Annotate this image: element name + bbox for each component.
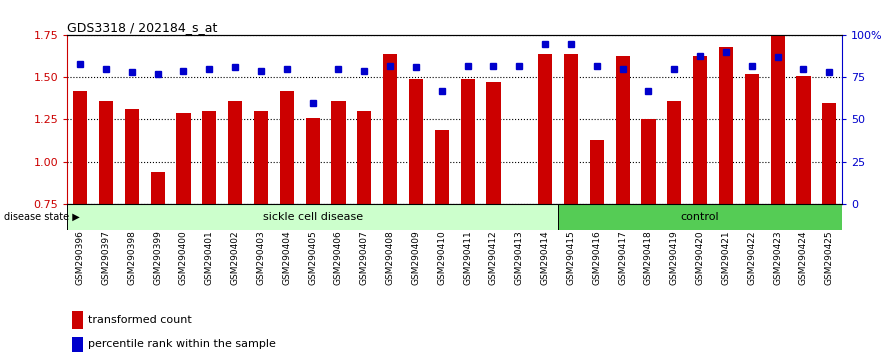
Bar [202, 111, 217, 204]
Text: GSM290422: GSM290422 [747, 230, 756, 285]
Bar [487, 82, 501, 204]
Text: GSM290419: GSM290419 [670, 230, 679, 285]
Bar [151, 172, 165, 204]
Bar [616, 56, 630, 204]
Text: GSM290423: GSM290423 [773, 230, 782, 285]
Bar [254, 111, 268, 204]
Text: GSM290401: GSM290401 [205, 230, 214, 285]
Text: GSM290413: GSM290413 [515, 230, 524, 285]
Bar [771, 35, 785, 204]
Bar [797, 76, 811, 204]
Bar [558, 204, 842, 230]
Text: GSM290412: GSM290412 [489, 230, 498, 285]
Bar [383, 54, 397, 204]
Text: GSM290402: GSM290402 [230, 230, 239, 285]
Text: GSM290405: GSM290405 [308, 230, 317, 285]
Bar [72, 337, 83, 352]
Text: GSM290408: GSM290408 [385, 230, 394, 285]
Bar [461, 79, 475, 204]
Bar [228, 101, 242, 204]
Bar [719, 47, 733, 204]
Bar [358, 111, 372, 204]
Text: GSM290397: GSM290397 [101, 230, 110, 285]
Text: GSM290418: GSM290418 [644, 230, 653, 285]
Text: GSM290415: GSM290415 [566, 230, 575, 285]
Text: GSM290403: GSM290403 [256, 230, 265, 285]
Bar [67, 204, 558, 230]
Text: GSM290421: GSM290421 [721, 230, 730, 285]
Bar [280, 91, 294, 204]
Bar [538, 54, 552, 204]
Bar [435, 130, 449, 204]
Text: disease state ▶: disease state ▶ [4, 212, 81, 222]
Text: percentile rank within the sample: percentile rank within the sample [88, 339, 276, 349]
Bar [823, 103, 837, 204]
Bar [642, 119, 656, 204]
Text: GSM290410: GSM290410 [437, 230, 446, 285]
Bar [73, 91, 87, 204]
Text: GSM290424: GSM290424 [799, 230, 808, 285]
Text: GSM290406: GSM290406 [334, 230, 343, 285]
Bar [125, 109, 139, 204]
Bar [99, 101, 113, 204]
Text: GSM290409: GSM290409 [411, 230, 420, 285]
Text: GSM290407: GSM290407 [360, 230, 369, 285]
Text: GSM290400: GSM290400 [179, 230, 188, 285]
Bar [590, 139, 604, 204]
Text: GSM290416: GSM290416 [592, 230, 601, 285]
Text: GSM290411: GSM290411 [463, 230, 472, 285]
Text: GSM290396: GSM290396 [75, 230, 84, 285]
Bar [668, 101, 682, 204]
Bar [693, 56, 707, 204]
Text: GDS3318 / 202184_s_at: GDS3318 / 202184_s_at [67, 21, 218, 34]
Text: GSM290414: GSM290414 [540, 230, 549, 285]
Bar [564, 54, 578, 204]
Text: control: control [681, 212, 719, 222]
Text: transformed count: transformed count [88, 315, 192, 325]
Text: GSM290417: GSM290417 [618, 230, 627, 285]
Bar [409, 79, 423, 204]
Text: GSM290420: GSM290420 [695, 230, 704, 285]
Text: GSM290425: GSM290425 [825, 230, 834, 285]
Bar [745, 74, 759, 204]
Text: GSM290398: GSM290398 [127, 230, 136, 285]
Bar [72, 311, 83, 329]
Bar [177, 113, 191, 204]
Bar [332, 101, 346, 204]
Text: GSM290404: GSM290404 [282, 230, 291, 285]
Bar [306, 118, 320, 204]
Text: GSM290399: GSM290399 [153, 230, 162, 285]
Text: sickle cell disease: sickle cell disease [263, 212, 363, 222]
